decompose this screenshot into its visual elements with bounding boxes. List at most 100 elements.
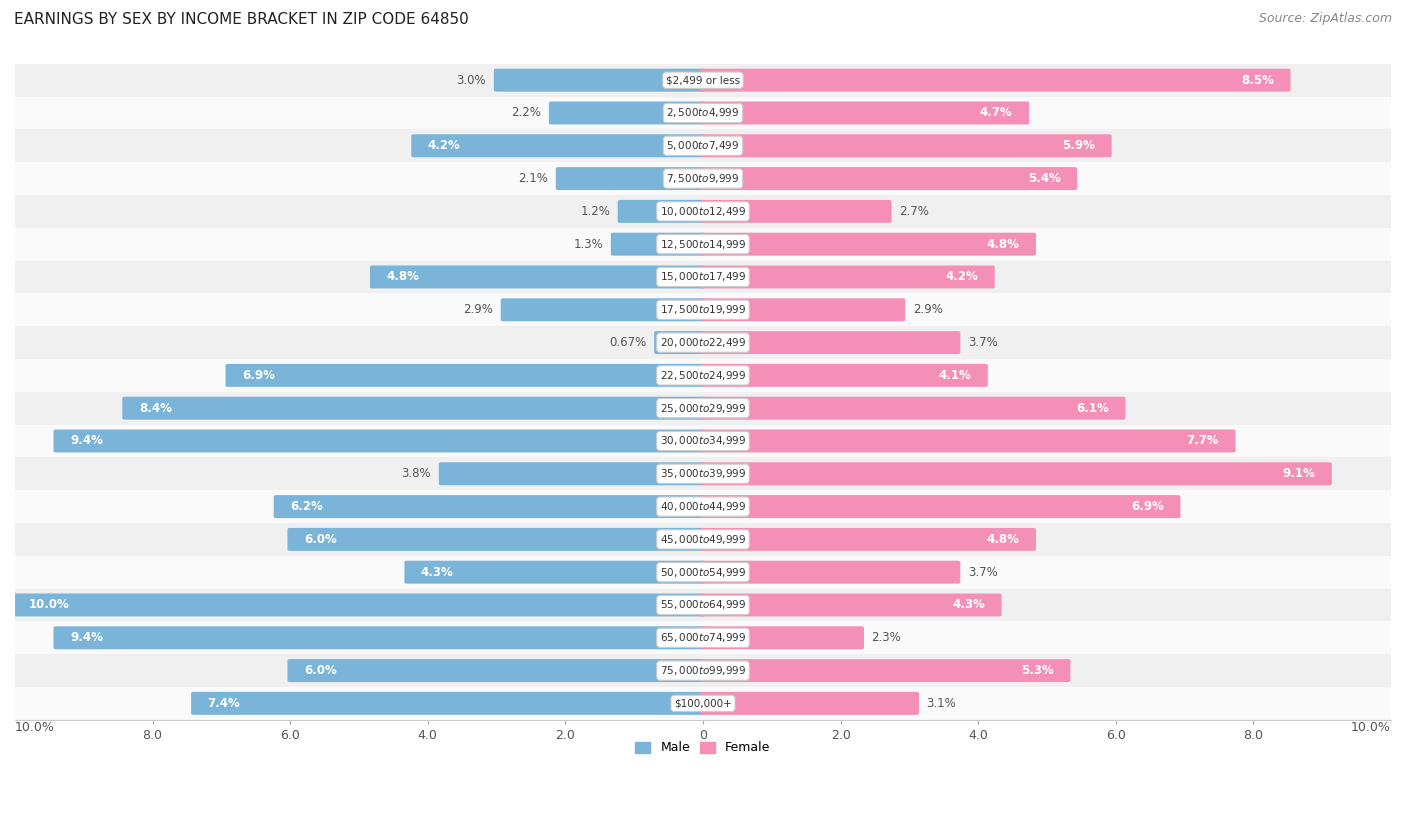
Text: 4.2%: 4.2% [945, 271, 979, 284]
Text: $50,000 to $54,999: $50,000 to $54,999 [659, 566, 747, 579]
Text: $2,499 or less: $2,499 or less [666, 75, 740, 85]
FancyBboxPatch shape [412, 134, 706, 157]
Bar [15, 129, 1391, 162]
FancyBboxPatch shape [53, 429, 706, 453]
Bar [15, 654, 1391, 687]
Text: 4.3%: 4.3% [952, 598, 986, 611]
Text: 9.1%: 9.1% [1282, 467, 1316, 480]
Text: $25,000 to $29,999: $25,000 to $29,999 [659, 402, 747, 415]
Text: $12,500 to $14,999: $12,500 to $14,999 [659, 237, 747, 250]
FancyBboxPatch shape [287, 528, 706, 551]
FancyBboxPatch shape [700, 102, 1029, 124]
FancyBboxPatch shape [700, 266, 994, 289]
Text: 7.4%: 7.4% [208, 697, 240, 710]
FancyBboxPatch shape [700, 397, 1125, 420]
FancyBboxPatch shape [700, 692, 920, 715]
Text: 9.4%: 9.4% [70, 631, 103, 644]
Bar [15, 359, 1391, 392]
FancyBboxPatch shape [700, 331, 960, 354]
FancyBboxPatch shape [700, 463, 1331, 485]
Text: 8.4%: 8.4% [139, 402, 172, 415]
FancyBboxPatch shape [700, 298, 905, 321]
Text: 5.9%: 5.9% [1063, 139, 1095, 152]
Text: 7.7%: 7.7% [1187, 434, 1219, 447]
Text: $10,000 to $12,499: $10,000 to $12,499 [659, 205, 747, 218]
Text: 3.8%: 3.8% [402, 467, 432, 480]
Text: 6.2%: 6.2% [290, 500, 323, 513]
FancyBboxPatch shape [654, 331, 706, 354]
Text: 4.1%: 4.1% [939, 369, 972, 382]
Text: 6.9%: 6.9% [242, 369, 276, 382]
Bar [15, 523, 1391, 556]
FancyBboxPatch shape [700, 69, 1291, 92]
FancyBboxPatch shape [555, 167, 706, 190]
FancyBboxPatch shape [274, 495, 706, 518]
Text: $30,000 to $34,999: $30,000 to $34,999 [659, 434, 747, 447]
Text: 3.0%: 3.0% [457, 74, 486, 87]
Text: $65,000 to $74,999: $65,000 to $74,999 [659, 631, 747, 644]
FancyBboxPatch shape [122, 397, 706, 420]
Text: 4.8%: 4.8% [987, 237, 1019, 250]
FancyBboxPatch shape [700, 626, 865, 650]
FancyBboxPatch shape [700, 364, 988, 387]
Bar [15, 621, 1391, 654]
Text: $100,000+: $100,000+ [673, 698, 733, 708]
FancyBboxPatch shape [287, 659, 706, 682]
Bar [15, 293, 1391, 326]
FancyBboxPatch shape [225, 364, 706, 387]
Text: 2.1%: 2.1% [519, 172, 548, 185]
Text: 6.0%: 6.0% [304, 664, 336, 677]
FancyBboxPatch shape [439, 463, 706, 485]
Text: $22,500 to $24,999: $22,500 to $24,999 [659, 369, 747, 382]
Text: $40,000 to $44,999: $40,000 to $44,999 [659, 500, 747, 513]
Text: 5.4%: 5.4% [1028, 172, 1060, 185]
Text: 1.3%: 1.3% [574, 237, 603, 250]
Bar [15, 195, 1391, 228]
FancyBboxPatch shape [700, 134, 1112, 157]
Text: 10.0%: 10.0% [15, 721, 55, 734]
Text: 2.7%: 2.7% [898, 205, 929, 218]
Text: $7,500 to $9,999: $7,500 to $9,999 [666, 172, 740, 185]
Bar [15, 392, 1391, 424]
Text: 5.3%: 5.3% [1021, 664, 1054, 677]
Text: 4.8%: 4.8% [387, 271, 419, 284]
Text: 4.2%: 4.2% [427, 139, 461, 152]
Text: 3.7%: 3.7% [967, 336, 998, 349]
FancyBboxPatch shape [700, 593, 1001, 616]
Text: 3.7%: 3.7% [967, 566, 998, 579]
Bar [15, 556, 1391, 589]
Text: 2.9%: 2.9% [912, 303, 942, 316]
Text: 6.0%: 6.0% [304, 533, 336, 546]
Text: $2,500 to $4,999: $2,500 to $4,999 [666, 107, 740, 120]
Text: EARNINGS BY SEX BY INCOME BRACKET IN ZIP CODE 64850: EARNINGS BY SEX BY INCOME BRACKET IN ZIP… [14, 12, 468, 27]
Bar [15, 490, 1391, 523]
FancyBboxPatch shape [501, 298, 706, 321]
Text: 0.67%: 0.67% [609, 336, 647, 349]
Text: 10.0%: 10.0% [1351, 721, 1391, 734]
Text: 2.9%: 2.9% [464, 303, 494, 316]
Text: $17,500 to $19,999: $17,500 to $19,999 [659, 303, 747, 316]
Bar [15, 261, 1391, 293]
FancyBboxPatch shape [700, 200, 891, 223]
FancyBboxPatch shape [700, 561, 960, 584]
FancyBboxPatch shape [53, 626, 706, 650]
Text: 3.1%: 3.1% [927, 697, 956, 710]
Bar [15, 97, 1391, 129]
FancyBboxPatch shape [700, 167, 1077, 190]
Bar [15, 424, 1391, 458]
Bar [15, 458, 1391, 490]
Text: 4.3%: 4.3% [420, 566, 454, 579]
Text: 10.0%: 10.0% [28, 598, 69, 611]
FancyBboxPatch shape [610, 233, 706, 255]
Text: 2.3%: 2.3% [872, 631, 901, 644]
FancyBboxPatch shape [494, 69, 706, 92]
Bar [15, 589, 1391, 621]
FancyBboxPatch shape [617, 200, 706, 223]
Text: $15,000 to $17,499: $15,000 to $17,499 [659, 271, 747, 284]
Text: $35,000 to $39,999: $35,000 to $39,999 [659, 467, 747, 480]
FancyBboxPatch shape [700, 495, 1181, 518]
FancyBboxPatch shape [405, 561, 706, 584]
Text: 8.5%: 8.5% [1241, 74, 1274, 87]
FancyBboxPatch shape [191, 692, 706, 715]
Bar [15, 228, 1391, 261]
